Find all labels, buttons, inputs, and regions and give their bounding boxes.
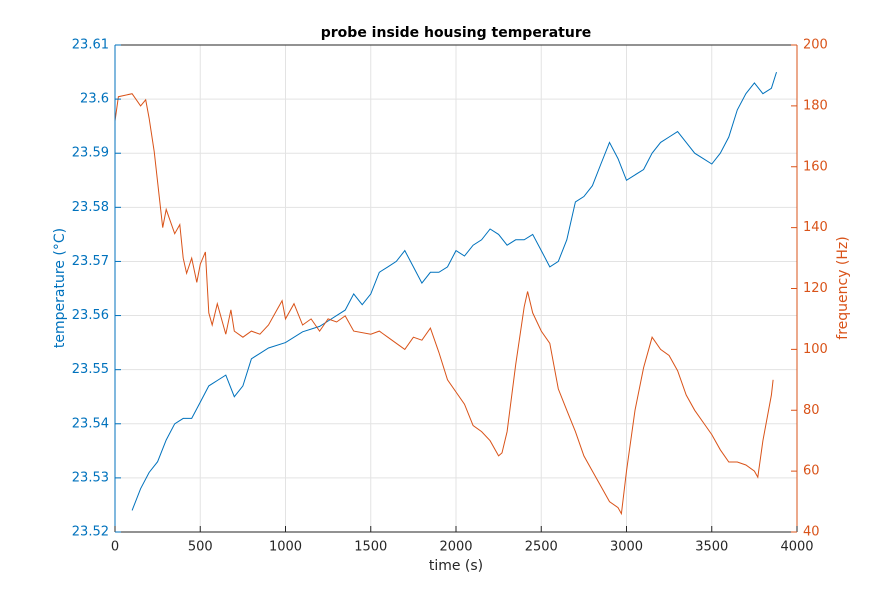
x-tick-label: 500 <box>188 540 213 555</box>
y2-tick-label: 200 <box>803 38 828 53</box>
y2-tick-label: 100 <box>803 342 828 357</box>
x-tick-label: 3500 <box>695 540 728 555</box>
y-tick-label: 23.52 <box>72 525 109 540</box>
y2-tick-label: 160 <box>803 159 828 174</box>
x-tick-label: 2500 <box>525 540 558 555</box>
x-tick-label: 0 <box>111 540 119 555</box>
y2-tick-label: 40 <box>803 525 820 540</box>
y2-axis-label: frequency (Hz) <box>835 236 851 339</box>
y-tick-label: 23.54 <box>72 416 109 431</box>
x-tick-label: 2000 <box>439 540 472 555</box>
y-tick-label: 23.55 <box>72 362 109 377</box>
y-tick-label: 23.56 <box>72 308 109 323</box>
x-axis-label: time (s) <box>429 558 483 574</box>
y-tick-label: 23.6 <box>80 92 109 107</box>
y-tick-label: 23.59 <box>72 146 109 161</box>
chart-title: probe inside housing temperature <box>321 25 591 41</box>
data-line <box>131 71 777 511</box>
x-tick-label: 1000 <box>269 540 302 555</box>
y-tick-label: 23.57 <box>72 254 109 269</box>
y-tick-label: 23.58 <box>72 200 109 215</box>
x-tick-label: 1500 <box>354 540 387 555</box>
y-tick-label: 23.61 <box>72 38 109 53</box>
data-line <box>114 93 774 516</box>
y2-tick-label: 120 <box>803 281 828 296</box>
x-tick-label: 3000 <box>610 540 643 555</box>
y2-tick-label: 180 <box>803 98 828 113</box>
y2-tick-label: 140 <box>803 220 828 235</box>
y-tick-label: 23.53 <box>72 470 109 485</box>
y-axis-label: temperature (°C) <box>52 228 68 348</box>
x-tick-label: 4000 <box>780 540 813 555</box>
y2-tick-label: 80 <box>803 403 820 418</box>
y2-tick-label: 60 <box>803 464 820 479</box>
